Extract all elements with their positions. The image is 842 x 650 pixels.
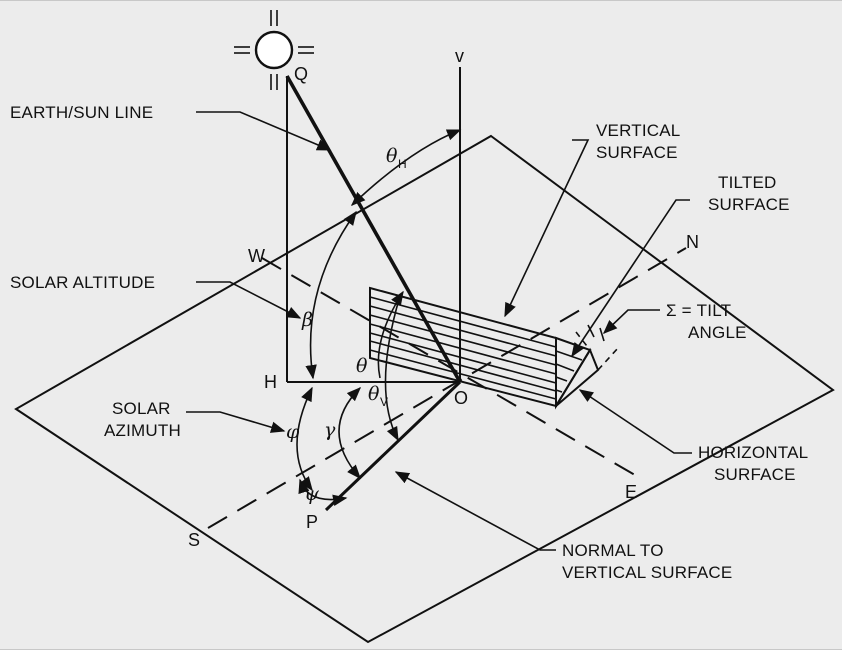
theta-h-subscript: H [398,157,407,171]
earth-sun-line-callout [196,111,332,151]
sun-icon [234,10,314,90]
tilted-surface-label-line1: TILTED [718,173,777,192]
theta-h-label: θ [386,145,398,167]
normal-label-line1: NORMAL TO [562,541,664,560]
earth-sun-line-label: EARTH/SUN LINE [10,103,153,122]
horizontal-ground-plane [14,134,835,644]
horizontal-surface-label-line2: SURFACE [714,465,796,484]
vertical-surface-callout [504,139,590,318]
south-north-dashed-line [207,247,687,529]
point-h-label: H [264,372,277,392]
theta-label: θ [356,355,368,377]
gamma-arc [338,386,362,480]
theta-v-arc [384,295,401,442]
tilt-angle-tick-2 [599,327,605,342]
psi-label: ψ [304,483,320,505]
normal-label-line2: VERTICAL SURFACE [562,563,732,582]
point-q-label: Q [294,64,308,84]
theta-h-arc [350,129,462,206]
vertical-surface-hatching [369,296,557,400]
point-p-label: P [306,512,318,532]
horizontal-surface-label-line1: HORIZONTAL [698,443,808,462]
tilt-angle-label-line2: ANGLE [688,323,747,342]
solar-altitude-callout [196,281,302,319]
theta-v-label: θ [368,383,380,405]
solar-azimuth-label-line2: AZIMUTH [104,421,181,440]
tilted-surface-callout [571,199,690,358]
point-w-label: W [248,246,265,266]
tilted-surface-label-line2: SURFACE [708,195,790,214]
point-v-label: v [455,46,464,66]
vertical-surface-label-line2: SURFACE [596,143,678,162]
normal-line-op [324,380,462,512]
beta-label: β [301,309,313,331]
theta-arc [377,290,404,379]
solar-azimuth-callout [186,411,286,433]
theta-v-subscript: V [380,395,388,409]
solar-altitude-label: SOLAR ALTITUDE [10,273,155,292]
point-o-label: O [454,388,468,408]
solar-azimuth-label-line1: SOLAR [112,399,171,418]
point-n-label: N [686,232,699,252]
tilted-surface-hatching [555,350,583,393]
tilt-angle-tick-1 [587,324,595,338]
gamma-label: γ [324,419,336,441]
point-e-label: E [625,482,637,502]
psi-arc [298,478,348,507]
vertical-surface-label-line1: VERTICAL [596,121,680,140]
phi-label: φ [286,421,300,443]
earth-sun-line [285,75,462,383]
tilt-angle-callout [602,309,660,334]
tilt-angle-label-line1: Σ = TILT [666,301,731,320]
tilt-reference-line-a [575,331,591,351]
normal-callout [394,471,556,551]
point-s-label: S [188,530,200,550]
tilt-reference-line-b [597,347,619,371]
horizontal-surface-callout [578,389,692,454]
horizontal-surface-panel [555,347,600,407]
beta-arc [305,210,357,380]
